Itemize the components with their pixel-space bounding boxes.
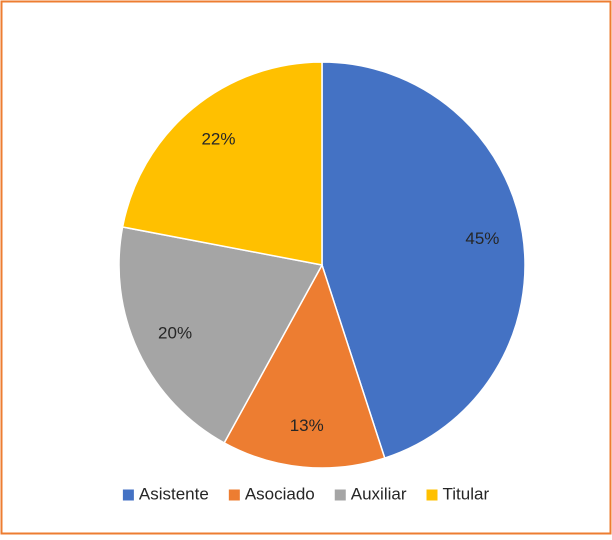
legend-swatch — [122, 489, 134, 501]
legend: Asistente Asociado Auxiliar Titular — [122, 484, 490, 503]
legend-swatch — [228, 489, 240, 501]
legend-label: Auxiliar — [351, 484, 407, 503]
data-labels: 45% 13% 20% 22% — [158, 129, 499, 435]
pie-slice — [118, 226, 324, 444]
data-label: 22% — [201, 129, 235, 148]
legend-label: Asociado — [245, 484, 315, 503]
legend-swatch — [426, 489, 438, 501]
data-label: 45% — [465, 229, 499, 248]
legend-swatch — [334, 489, 346, 501]
pie-slice — [223, 263, 386, 469]
pie — [118, 61, 526, 469]
legend-label: Asistente — [139, 484, 209, 503]
pie-slice — [321, 61, 526, 460]
data-label: 13% — [290, 416, 324, 435]
data-label: 20% — [158, 324, 192, 343]
legend-label: Titular — [443, 484, 490, 503]
pie-slice — [121, 61, 323, 266]
